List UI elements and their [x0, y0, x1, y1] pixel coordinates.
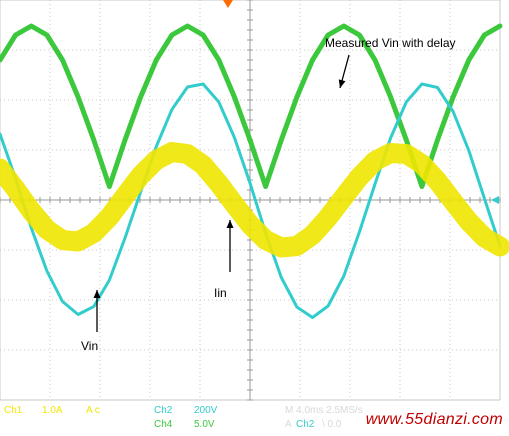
- trigger-level-marker: [491, 196, 499, 204]
- ch1-label: Ch1: [4, 405, 23, 416]
- annotation-measured-vin: Measured Vin with delay: [325, 36, 456, 50]
- ch1-coupling: A c: [86, 405, 100, 416]
- annotation-iin: Iin: [214, 286, 227, 300]
- ch2-scale: 200V: [194, 405, 218, 416]
- markers: [223, 0, 499, 204]
- arrow-vin-head: [93, 290, 101, 298]
- trigger-position-marker: [223, 0, 233, 8]
- arrow-iin-head: [226, 220, 234, 228]
- traces: [0, 23, 509, 319]
- trigger-source: Ch2: [296, 419, 315, 430]
- ch4-label: Ch4: [154, 419, 173, 430]
- trigger-label: A: [285, 419, 292, 430]
- trace-ch1: [0, 142, 509, 258]
- watermark-logo: www.55dianzi.com: [365, 411, 503, 428]
- graticule: [0, 0, 501, 401]
- ch2-label: Ch2: [154, 405, 173, 416]
- ch1-scale: 1.0A: [42, 405, 63, 416]
- timebase-readout: M 4.0ms 2.5MS/s: [285, 405, 363, 416]
- arrow-measured-vin-head: [338, 79, 346, 88]
- annotation-vin: Vin: [81, 339, 99, 353]
- annotation-arrows: [93, 54, 350, 332]
- trace-ch2: [0, 82, 502, 319]
- trigger-level: \ 0.0: [322, 419, 342, 430]
- ch4-scale: 5.0V: [194, 419, 215, 430]
